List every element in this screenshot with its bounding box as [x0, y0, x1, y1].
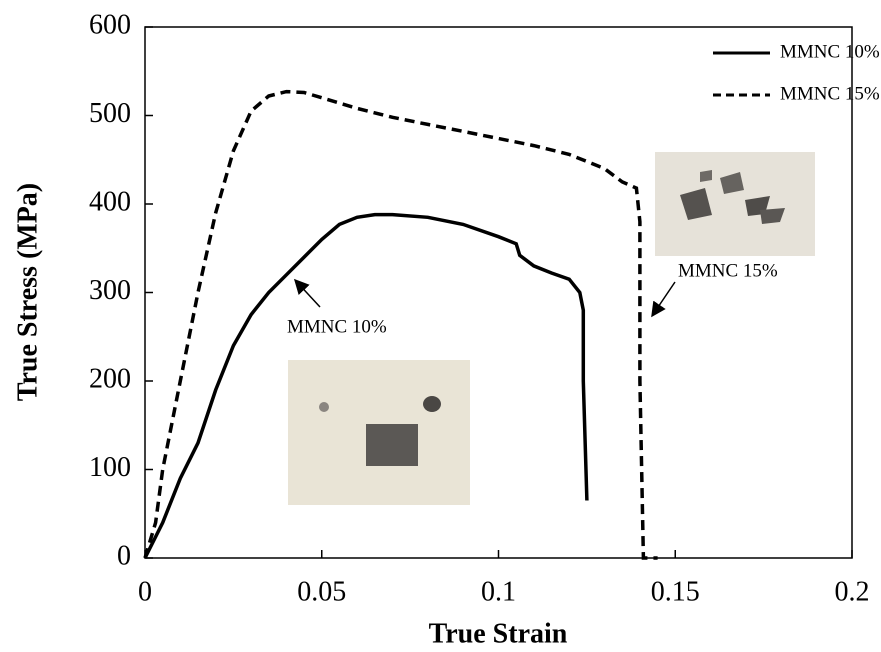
photo-inset — [288, 360, 470, 505]
x-tick-label: 0.1 — [481, 576, 516, 607]
annotation: MMNC 10% — [287, 316, 387, 337]
x-tick-label: 0.15 — [651, 576, 700, 607]
y-tick-label: 0 — [117, 540, 131, 571]
data-line — [143, 212, 589, 559]
plot-frame — [144, 26, 853, 559]
legend-label: MMNC 15% — [780, 83, 880, 104]
y-tick-label: 100 — [89, 452, 131, 483]
x-tick-label: 0 — [138, 576, 152, 607]
y-tick-label: 500 — [89, 98, 131, 129]
x-tick-label: 0.05 — [297, 576, 346, 607]
annotation-arrow — [293, 278, 321, 308]
y-tick-label: 600 — [89, 9, 131, 40]
annotation: MMNC 15% — [678, 260, 778, 281]
x-tick-label: 0.2 — [835, 576, 870, 607]
y-tick-label: 200 — [89, 363, 131, 394]
legend-label: MMNC 10% — [780, 41, 880, 62]
y-tick-label: 300 — [89, 275, 131, 306]
y-axis-title: True Stress (MPa) — [12, 183, 43, 401]
y-tick-label: 400 — [89, 186, 131, 217]
photo-inset — [655, 152, 815, 256]
x-axis-title: True Strain — [429, 618, 568, 649]
annotation-arrow — [651, 281, 676, 318]
data-line — [143, 89, 658, 560]
